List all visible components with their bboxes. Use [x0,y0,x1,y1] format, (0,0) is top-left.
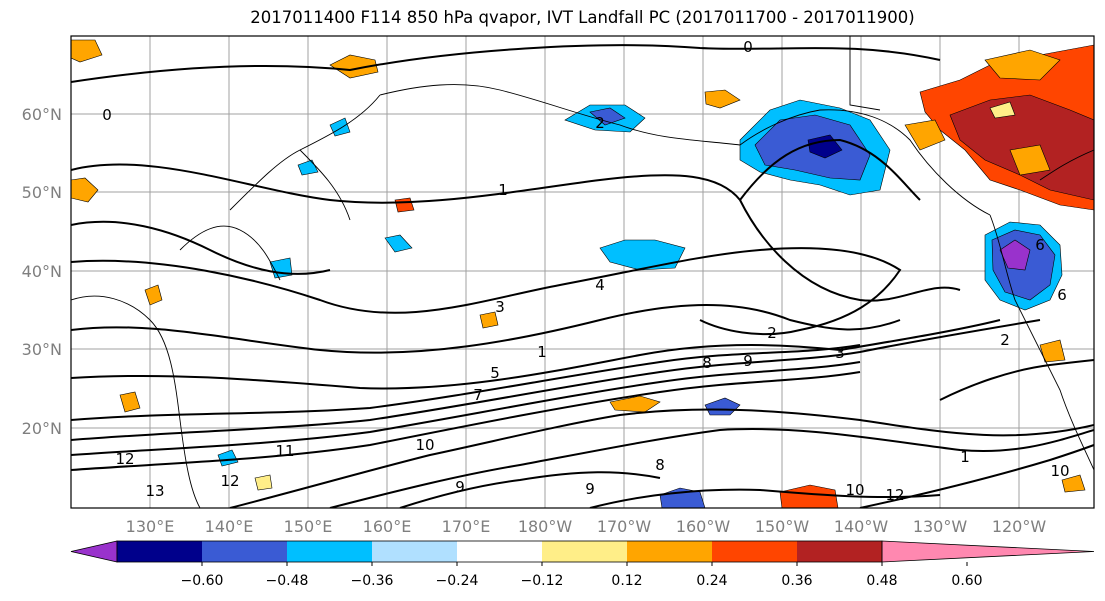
contour-label: 10 [415,436,434,454]
colorbar-segment [542,541,627,562]
colorbar-segment [117,541,202,562]
lat-tick-label: 50°N [22,183,62,202]
lon-tick-label: 170°W [597,517,652,536]
lon-tick-label: 180°W [518,517,573,536]
colorbar-tick-label: −0.36 [351,573,394,589]
lon-tick-label: 160°W [676,517,731,536]
latitude-labels: 60°N 50°N 40°N 30°N 20°N [22,105,62,438]
contour-label: 10 [845,481,864,499]
contour-label: 12 [220,472,239,490]
colorbar-tick-label: −0.60 [181,573,224,589]
colorbar-tick-label: −0.24 [436,573,479,589]
anomaly-patches [71,39,1094,508]
contour-label: 12 [115,450,134,468]
colorbar-tick-label: 0.48 [866,573,897,589]
lon-tick-label: 140°W [834,517,889,536]
lat-tick-label: 30°N [22,340,62,359]
colorbar-tick-label: −0.12 [521,573,564,589]
colorbar [70,540,1095,563]
lon-tick-label: 170°E [442,517,491,536]
contour-label: 2 [595,114,605,132]
contour-label: 1 [537,343,547,361]
contour-label: 3 [495,298,505,316]
lat-tick-label: 20°N [22,419,62,438]
contour-label: 7 [473,386,483,404]
colorbar-tick-label: 0.60 [951,573,982,589]
contour-label: 1 [960,448,970,466]
longitude-labels: 130°E 140°E 150°E 160°E 170°E 180°W 170°W 160°W… [126,517,1047,536]
contour-label: 11 [275,442,294,460]
map-title: 2017011400 F114 850 hPa qvapor, IVT Land… [250,8,915,27]
contour-label: 0 [743,38,753,56]
contour-label: 6 [1057,286,1067,304]
colorbar-outline [116,540,883,563]
lon-tick-label: 160°E [363,517,412,536]
contour-label: 9 [455,478,465,496]
plot-border [70,35,1095,509]
contour-label: 3 [835,344,845,362]
contour-label: 2 [1000,331,1010,349]
contour-label: 4 [595,276,605,294]
contour-label: 5 [490,364,500,382]
colorbar-tick-labels: −0.60 −0.48 −0.36 −0.24 −0.12 0.12 0.24 0.36 0.4… [181,562,983,589]
lon-tick-label: 120°W [992,517,1047,536]
colorbar-segment [797,541,882,562]
contour-label: 12 [885,486,904,504]
colorbar-segment [202,541,287,562]
colorbar-segment [457,541,542,562]
contour-label: 6 [1035,236,1045,254]
colorbar-tick-label: 0.36 [781,573,812,589]
lon-tick-label: 140°E [205,517,254,536]
contour-label: 13 [145,482,164,500]
coastlines [71,36,1094,508]
lat-tick-label: 40°N [22,262,62,281]
colorbar-segment [712,541,797,562]
ivt-contours [71,44,1094,508]
contour-label: 10 [1050,462,1069,480]
colorbar-segment [372,541,457,562]
lat-tick-label: 60°N [22,105,62,124]
colorbar-tick-label: −0.48 [266,573,309,589]
colorbar-tick-label: 0.24 [696,573,727,589]
lon-tick-label: 150°W [755,517,810,536]
colorbar-segment [627,541,712,562]
contour-label: 9 [743,352,753,370]
colorbar-segment [287,541,372,562]
colorbar-min-extension [70,540,118,563]
contour-label: 0 [102,106,112,124]
contour-label: 2 [767,324,777,342]
colorbar-tick-label: 0.12 [611,573,642,589]
lon-tick-label: 130°E [126,517,175,536]
colorbar-max-extension [881,540,1095,563]
contour-label: 8 [702,354,712,372]
lon-tick-label: 150°E [284,517,333,536]
contour-label: 1 [498,181,508,199]
lon-tick-label: 130°W [913,517,968,536]
contour-label: 8 [655,456,665,474]
contour-label: 9 [585,480,595,498]
